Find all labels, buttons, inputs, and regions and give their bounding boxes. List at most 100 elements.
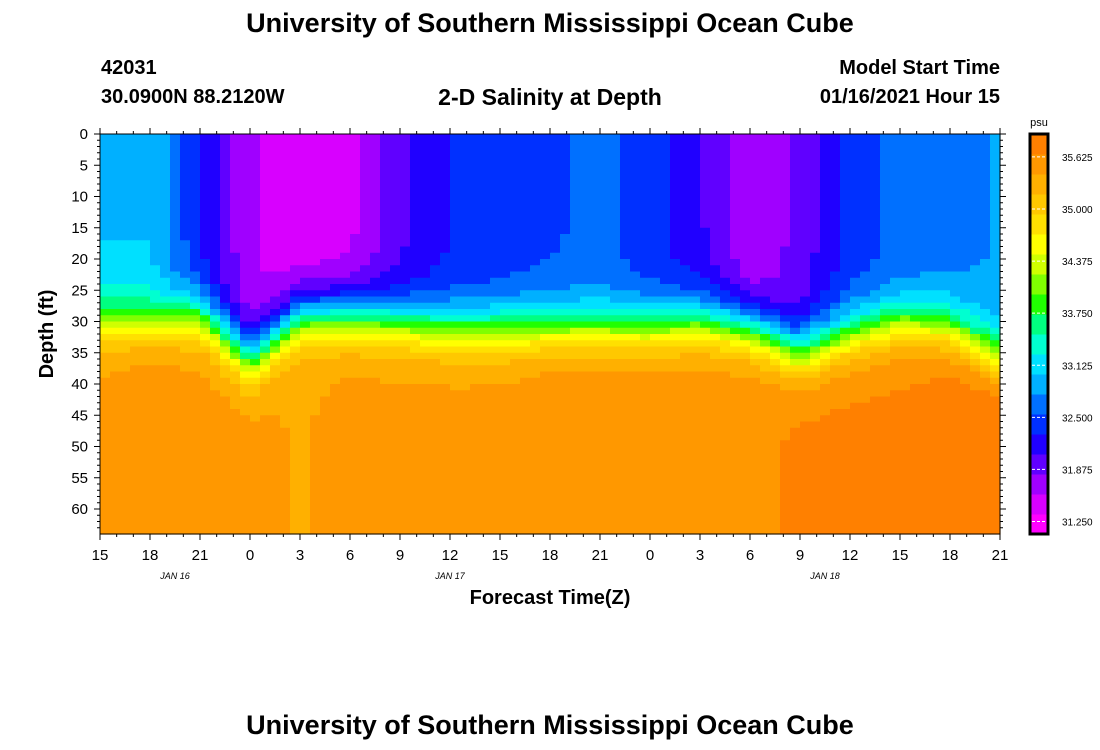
heatmap-cell [340, 334, 351, 341]
heatmap-cell [290, 315, 301, 323]
heatmap-cell [500, 396, 511, 404]
heatmap-cell [530, 190, 541, 198]
heatmap-cell [340, 215, 351, 223]
heatmap-cell [210, 459, 221, 466]
heatmap-cell [870, 527, 881, 535]
heatmap-cell [480, 459, 491, 466]
heatmap-cell [260, 502, 271, 510]
heatmap-cell [750, 446, 761, 454]
heatmap-cell [440, 352, 451, 360]
heatmap-cell [310, 340, 321, 348]
heatmap-cell [700, 484, 711, 491]
heatmap-cell [780, 296, 791, 304]
heatmap-cell [550, 490, 561, 498]
heatmap-cell [370, 302, 381, 310]
heatmap-cell [810, 321, 821, 329]
heatmap-cell [840, 352, 851, 360]
heatmap-cell [500, 527, 511, 535]
heatmap-cell [670, 246, 681, 254]
heatmap-cell [150, 327, 161, 335]
heatmap-cell [450, 446, 461, 454]
heatmap-cell [430, 146, 441, 154]
heatmap-cell [360, 252, 371, 260]
heatmap-cell [320, 277, 331, 285]
heatmap-cell [300, 421, 311, 429]
heatmap-cell [200, 371, 211, 379]
heatmap-cell [300, 365, 311, 373]
heatmap-cell [260, 452, 271, 460]
heatmap-cell [630, 371, 641, 379]
heatmap-cell [680, 277, 691, 285]
heatmap-cell [620, 465, 631, 473]
heatmap-cell [190, 321, 201, 329]
heatmap-cell [180, 359, 191, 366]
heatmap-cell [870, 521, 881, 529]
heatmap-cell [260, 315, 271, 323]
heatmap-cell [600, 184, 611, 191]
heatmap-cell [490, 165, 501, 173]
heatmap-cell [710, 415, 721, 423]
heatmap-cell [730, 227, 741, 235]
heatmap-cell [400, 309, 411, 316]
heatmap-cell [580, 215, 591, 223]
heatmap-cell [690, 509, 701, 516]
heatmap-cell [220, 221, 231, 229]
heatmap-cell [120, 490, 131, 498]
heatmap-cell [760, 315, 771, 323]
heatmap-cell [490, 234, 501, 241]
heatmap-cell [690, 521, 701, 529]
heatmap-cell [390, 377, 401, 385]
heatmap-cell [850, 327, 861, 335]
heatmap-cell [280, 340, 291, 348]
heatmap-cell [250, 359, 261, 366]
heatmap-cell [320, 509, 331, 516]
heatmap-cell [640, 421, 651, 429]
heatmap-cell [480, 140, 491, 148]
heatmap-cell [520, 334, 531, 341]
heatmap-cell [470, 290, 481, 298]
heatmap-cell [170, 271, 181, 279]
heatmap-cell [750, 171, 761, 179]
heatmap-cell [220, 334, 231, 341]
heatmap-cell [480, 134, 491, 141]
heatmap-cell [530, 471, 541, 479]
heatmap-cell [130, 415, 141, 423]
heatmap-cell [870, 240, 881, 248]
heatmap-cell [510, 365, 521, 373]
heatmap-cell [600, 227, 611, 235]
heatmap-cell [810, 284, 821, 291]
heatmap-cell [810, 421, 821, 429]
heatmap-cell [740, 390, 751, 398]
heatmap-cell [580, 415, 591, 423]
heatmap-cell [510, 421, 521, 429]
heatmap-cell [200, 352, 211, 360]
heatmap-cell [730, 334, 741, 341]
heatmap-cell [180, 484, 191, 491]
heatmap-cell [670, 184, 681, 191]
heatmap-cell [530, 346, 541, 354]
heatmap-cell [580, 409, 591, 416]
heatmap-cell [850, 521, 861, 529]
heatmap-cell [180, 234, 191, 241]
heatmap-cell [330, 377, 341, 385]
heatmap-cell [800, 390, 811, 398]
heatmap-cell [480, 384, 491, 391]
heatmap-cell [250, 371, 261, 379]
heatmap-cell [710, 477, 721, 485]
heatmap-cell [440, 390, 451, 398]
heatmap-cell [180, 384, 191, 391]
heatmap-cell [370, 209, 381, 216]
heatmap-cell [130, 284, 141, 291]
heatmap-cell [410, 315, 421, 323]
heatmap-cell [580, 284, 591, 291]
heatmap-cell [600, 271, 611, 279]
heatmap-cell [320, 421, 331, 429]
heatmap-cell [360, 271, 371, 279]
heatmap-cell [390, 365, 401, 373]
heatmap-cell [370, 359, 381, 366]
heatmap-cell [850, 409, 861, 416]
heatmap-cell [870, 365, 881, 373]
heatmap-cell [600, 434, 611, 441]
heatmap-cell [230, 221, 241, 229]
heatmap-cell [360, 452, 371, 460]
